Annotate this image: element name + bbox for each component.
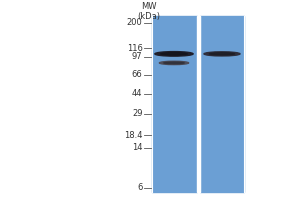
Bar	[200, 16, 244, 192]
Ellipse shape	[155, 52, 193, 56]
Text: 200: 200	[127, 18, 142, 27]
Text: 97: 97	[132, 52, 142, 61]
Text: 29: 29	[132, 109, 142, 118]
Text: 66: 66	[132, 70, 142, 79]
Bar	[196, 16, 200, 192]
Ellipse shape	[164, 62, 184, 64]
Text: 6: 6	[137, 183, 142, 192]
Bar	[152, 16, 196, 192]
Ellipse shape	[160, 52, 188, 55]
Text: 44: 44	[132, 89, 142, 98]
Ellipse shape	[159, 61, 189, 65]
Ellipse shape	[204, 52, 240, 56]
Ellipse shape	[209, 53, 235, 55]
Text: 18.4: 18.4	[124, 131, 142, 140]
Text: MW
(kDa): MW (kDa)	[137, 2, 160, 21]
Text: 14: 14	[132, 143, 142, 152]
Text: 116: 116	[127, 44, 142, 53]
